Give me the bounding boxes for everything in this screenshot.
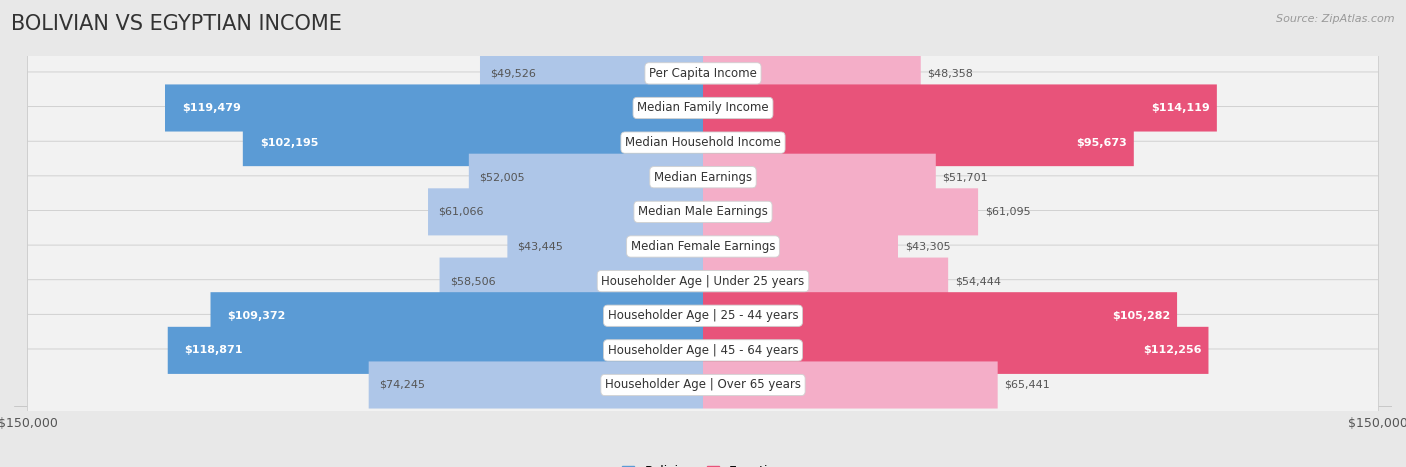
FancyBboxPatch shape (167, 327, 703, 374)
Text: $48,358: $48,358 (928, 68, 973, 78)
Text: $95,673: $95,673 (1077, 138, 1128, 148)
FancyBboxPatch shape (427, 188, 703, 235)
Text: $49,526: $49,526 (491, 68, 536, 78)
Text: Householder Age | Under 25 years: Householder Age | Under 25 years (602, 275, 804, 288)
Text: $102,195: $102,195 (260, 138, 318, 148)
Text: BOLIVIAN VS EGYPTIAN INCOME: BOLIVIAN VS EGYPTIAN INCOME (11, 14, 342, 34)
Text: $61,095: $61,095 (984, 207, 1031, 217)
Text: $54,444: $54,444 (955, 276, 1001, 286)
FancyBboxPatch shape (368, 361, 703, 409)
FancyBboxPatch shape (243, 119, 703, 166)
FancyBboxPatch shape (440, 258, 703, 304)
Text: $61,066: $61,066 (439, 207, 484, 217)
FancyBboxPatch shape (468, 154, 703, 201)
FancyBboxPatch shape (703, 85, 1216, 132)
FancyBboxPatch shape (28, 314, 1378, 386)
Text: $119,479: $119,479 (181, 103, 240, 113)
Text: Householder Age | Over 65 years: Householder Age | Over 65 years (605, 378, 801, 391)
Text: $65,441: $65,441 (1004, 380, 1050, 390)
FancyBboxPatch shape (211, 292, 703, 340)
Text: $112,256: $112,256 (1143, 346, 1202, 355)
FancyBboxPatch shape (165, 85, 703, 132)
FancyBboxPatch shape (703, 50, 921, 97)
Text: $74,245: $74,245 (378, 380, 425, 390)
FancyBboxPatch shape (703, 188, 979, 235)
Text: $51,701: $51,701 (942, 172, 988, 182)
Text: Median Earnings: Median Earnings (654, 171, 752, 184)
Text: $58,506: $58,506 (450, 276, 495, 286)
Text: $43,445: $43,445 (517, 241, 564, 252)
FancyBboxPatch shape (703, 258, 948, 304)
FancyBboxPatch shape (28, 37, 1378, 109)
Text: Median Female Earnings: Median Female Earnings (631, 240, 775, 253)
Text: Householder Age | 25 - 44 years: Householder Age | 25 - 44 years (607, 309, 799, 322)
FancyBboxPatch shape (28, 141, 1378, 213)
Text: Source: ZipAtlas.com: Source: ZipAtlas.com (1277, 14, 1395, 24)
FancyBboxPatch shape (28, 349, 1378, 421)
FancyBboxPatch shape (28, 211, 1378, 283)
Text: $43,305: $43,305 (904, 241, 950, 252)
FancyBboxPatch shape (703, 223, 898, 270)
FancyBboxPatch shape (703, 292, 1177, 340)
Text: $114,119: $114,119 (1152, 103, 1211, 113)
Text: $109,372: $109,372 (228, 311, 285, 321)
FancyBboxPatch shape (28, 245, 1378, 317)
FancyBboxPatch shape (479, 50, 703, 97)
Text: Median Family Income: Median Family Income (637, 101, 769, 114)
FancyBboxPatch shape (703, 361, 998, 409)
Text: $118,871: $118,871 (184, 346, 243, 355)
Legend: Bolivian, Egyptian: Bolivian, Egyptian (617, 460, 789, 467)
FancyBboxPatch shape (28, 106, 1378, 178)
Text: Per Capita Income: Per Capita Income (650, 67, 756, 80)
Text: Median Male Earnings: Median Male Earnings (638, 205, 768, 219)
FancyBboxPatch shape (703, 154, 936, 201)
Text: $105,282: $105,282 (1112, 311, 1170, 321)
Text: Householder Age | 45 - 64 years: Householder Age | 45 - 64 years (607, 344, 799, 357)
FancyBboxPatch shape (28, 176, 1378, 248)
FancyBboxPatch shape (28, 280, 1378, 352)
FancyBboxPatch shape (28, 72, 1378, 144)
Text: Median Household Income: Median Household Income (626, 136, 780, 149)
FancyBboxPatch shape (703, 119, 1133, 166)
Text: $52,005: $52,005 (479, 172, 524, 182)
FancyBboxPatch shape (703, 327, 1209, 374)
FancyBboxPatch shape (508, 223, 703, 270)
